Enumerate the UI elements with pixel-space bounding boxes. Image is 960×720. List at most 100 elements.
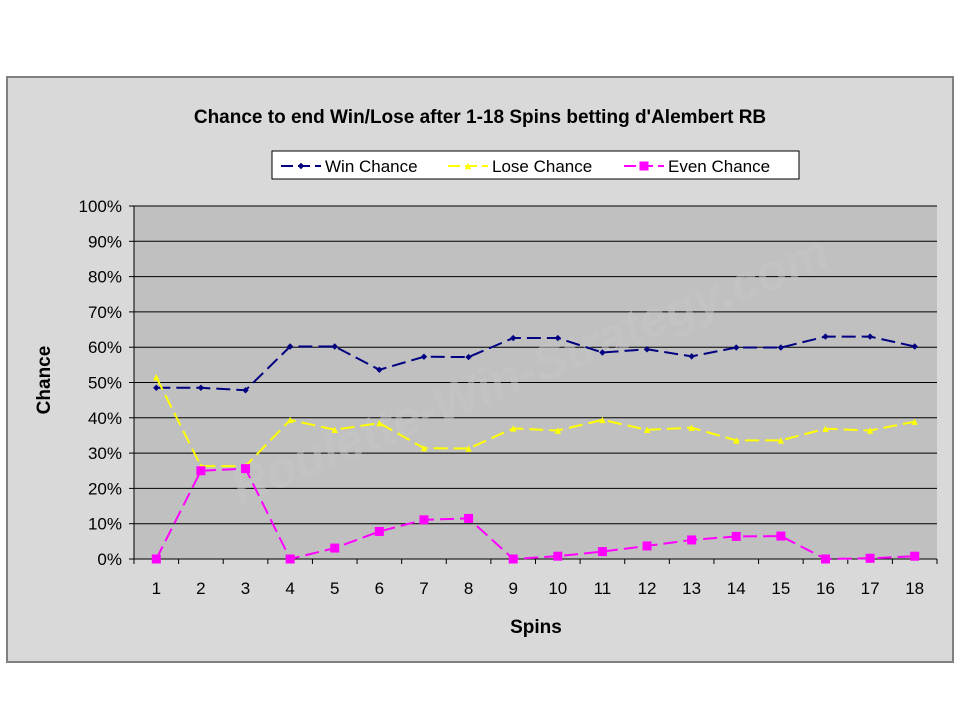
data-point — [464, 162, 472, 170]
x-tick-label: 5 — [330, 579, 339, 598]
data-point — [554, 427, 562, 434]
x-tick-label: 13 — [682, 579, 701, 598]
legend-box — [271, 150, 800, 180]
data-point — [464, 513, 474, 523]
data-point — [465, 353, 472, 361]
y-tick-labels: 0% 10% 20% 30% 40% 50% 60% 70% 80% 90% 100% — [79, 197, 122, 569]
x-tick-label: 12 — [638, 579, 657, 598]
data-point — [151, 554, 161, 564]
data-point — [643, 426, 651, 434]
series-line — [156, 335, 915, 392]
data-point — [642, 541, 652, 551]
data-point — [599, 416, 606, 424]
data-point — [331, 343, 338, 350]
data-point — [866, 427, 874, 434]
data-point — [731, 531, 741, 541]
data-point — [509, 334, 517, 342]
y-tick-label: 10% — [88, 515, 122, 534]
data-point — [733, 437, 740, 444]
legend: Win Chance Lose Chance Even Chance — [271, 150, 800, 180]
data-point — [866, 333, 874, 340]
y-tick-label: 20% — [88, 479, 122, 498]
data-point — [420, 353, 428, 360]
y-tick-label: 100% — [79, 197, 122, 216]
axes — [133, 206, 938, 564]
data-point — [508, 554, 518, 564]
data-point — [297, 162, 305, 170]
y-tick-label: 50% — [88, 374, 122, 393]
series-even-chance — [151, 464, 920, 564]
data-point — [509, 425, 517, 432]
data-point — [286, 343, 294, 350]
data-point — [374, 526, 384, 536]
legend-item: Even Chance — [624, 157, 770, 176]
data-point — [911, 418, 918, 425]
legend-label: Win Chance — [325, 157, 418, 176]
data-point — [687, 535, 697, 545]
legend-label: Even Chance — [668, 157, 770, 176]
series-line — [155, 467, 915, 561]
y-axis-title: Chance — [34, 346, 55, 415]
y-tick-label: 30% — [88, 444, 122, 463]
data-point — [197, 384, 205, 391]
legend-item: Win Chance — [281, 157, 418, 176]
gridlines — [129, 205, 937, 560]
data-point — [911, 343, 918, 350]
data-point — [419, 515, 429, 525]
x-tick-labels: 1 2 3 4 5 6 7 8 9 10 11 12 13 14 15 16 17 18 — [152, 579, 925, 598]
data-point — [777, 437, 785, 444]
data-point — [597, 547, 607, 557]
data-point — [285, 554, 295, 564]
data-point — [331, 426, 338, 434]
data-point — [639, 161, 649, 171]
x-tick-label: 7 — [419, 579, 428, 598]
data-point — [822, 425, 829, 432]
data-point — [777, 344, 785, 351]
x-tick-label: 14 — [727, 579, 746, 598]
data-point — [242, 387, 249, 394]
y-tick-label: 70% — [88, 303, 122, 322]
data-point — [553, 551, 563, 561]
data-point — [865, 553, 875, 563]
y-tick-label: 0% — [97, 550, 122, 569]
data-point — [554, 334, 562, 342]
x-tick-label: 10 — [548, 579, 567, 598]
data-point — [153, 384, 160, 391]
y-tick-label: 60% — [88, 338, 122, 357]
data-point — [822, 333, 829, 340]
legend-item: Lose Chance — [448, 157, 592, 176]
data-point — [153, 374, 160, 381]
x-tick-label: 3 — [241, 579, 250, 598]
x-tick-label: 4 — [285, 579, 294, 598]
series — [151, 333, 920, 564]
x-tick-label: 9 — [508, 579, 517, 598]
data-point — [330, 543, 340, 553]
data-point — [776, 531, 786, 541]
data-point — [241, 464, 251, 474]
data-point — [420, 444, 428, 452]
data-point — [688, 353, 695, 360]
data-point — [286, 416, 294, 424]
data-point — [733, 344, 740, 351]
y-tick-label: 80% — [88, 268, 122, 287]
series-line — [155, 376, 915, 468]
series-lose-chance — [153, 374, 918, 470]
x-tick-label: 8 — [464, 579, 473, 598]
data-point — [910, 551, 920, 561]
x-tick-label: 17 — [861, 579, 880, 598]
data-point — [376, 366, 383, 373]
series-win-chance — [153, 333, 918, 394]
data-point — [196, 466, 206, 476]
data-point — [688, 424, 695, 431]
data-point — [376, 419, 383, 427]
data-point — [820, 554, 830, 564]
x-tick-label: 6 — [375, 579, 384, 598]
data-point — [599, 349, 606, 356]
x-tick-label: 2 — [196, 579, 205, 598]
x-tick-label: 18 — [905, 579, 924, 598]
legend-label: Lose Chance — [492, 157, 592, 176]
data-point — [643, 346, 651, 353]
y-tick-label: 40% — [88, 409, 122, 428]
x-axis-title: Spins — [510, 617, 562, 638]
